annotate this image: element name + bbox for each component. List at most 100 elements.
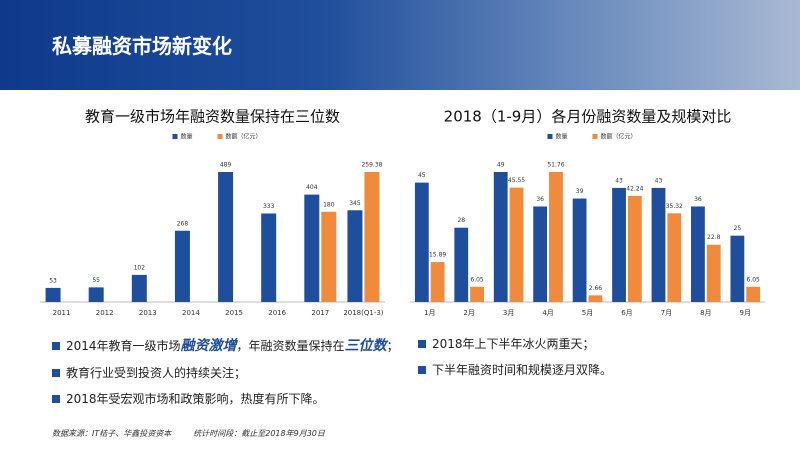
footer: 数据来源：IT桔子、华鑫投资资本 统计时间段：截止至2018年9月30日 (52, 428, 347, 439)
value-label: 404 (306, 184, 318, 191)
value-label: 43 (615, 177, 623, 184)
value-label: 489 (220, 162, 232, 169)
bar (430, 262, 445, 302)
value-label: 180 (323, 201, 335, 208)
bullet-text: ； (386, 339, 399, 353)
bullet-text: 2018年上下半年冰火两重天； (432, 337, 595, 351)
value-label: 53 (49, 277, 57, 284)
value-label: 6.05 (747, 276, 761, 283)
value-label: 22.8 (707, 234, 721, 241)
bar (88, 287, 104, 302)
legend-swatch (217, 134, 223, 139)
value-label: 55 (92, 277, 100, 284)
notes-left: 2014年教育一级市场融资激增，年融资数量保持在三位数； 教育行业受到投资人的持续… (52, 335, 399, 416)
bar (706, 244, 721, 302)
bullet-text: 三位数 (344, 338, 387, 354)
x-tick-label: 6月 (621, 309, 632, 317)
bar (612, 187, 626, 302)
value-label: 45.55 (508, 177, 525, 184)
bullet: 下半年融资时间和规模逐月双降。 (418, 361, 612, 378)
bar (572, 198, 587, 302)
bar (454, 227, 469, 302)
bar (627, 195, 642, 302)
bar (131, 274, 147, 302)
bar (588, 295, 603, 302)
bar (261, 213, 277, 302)
x-tick-label: 5月 (582, 309, 593, 317)
x-tick-label: 2月 (463, 309, 474, 317)
legend-swatch (592, 134, 598, 139)
bullet-text: 2018年受宏观市场和政策影响，热度有所下降。 (66, 392, 325, 406)
period: 统计时间段：截止至2018年9月30日 (193, 429, 325, 438)
x-tick-label: 2014 (182, 309, 200, 317)
bullet-text: 融资激增 (180, 338, 237, 354)
value-label: 42.24 (626, 185, 643, 192)
value-label: 345 (349, 200, 361, 207)
value-label: 39 (576, 188, 584, 195)
x-tick-label: 2015 (225, 309, 243, 317)
bullet: 2018年上下半年冰火两重天； (418, 335, 612, 352)
bar (667, 213, 682, 302)
bar (218, 172, 234, 302)
x-tick-label: 8月 (700, 309, 711, 317)
legend-label: 数量 (181, 133, 193, 141)
bar (651, 187, 666, 302)
slide-title: 私募融资市场新变化 (52, 34, 232, 58)
bar (45, 287, 61, 302)
value-label: 49 (497, 162, 505, 169)
x-tick-label: 2018(Q1-3) (343, 309, 383, 317)
notes-right: 2018年上下半年冰火两重天； 下半年融资时间和规模逐月双降。 (418, 335, 612, 387)
x-tick-label: 2017 (311, 309, 329, 317)
bar (691, 206, 705, 302)
bullet-text: 下半年融资时间和规模逐月双降。 (432, 363, 613, 377)
value-label: 28 (457, 217, 465, 224)
bullet-text: 教育行业受到投资人的持续关注； (66, 366, 247, 380)
bar (174, 230, 190, 302)
value-label: 333 (263, 203, 275, 210)
x-tick-label: 1月 (424, 309, 435, 317)
value-label: 6.05 (470, 276, 484, 283)
legend-label: 数量 (556, 133, 568, 141)
legend-swatch (172, 134, 178, 139)
bar (746, 286, 761, 302)
x-tick-label: 4月 (542, 309, 553, 317)
x-tick-label: 2011 (53, 309, 71, 317)
bar (414, 182, 429, 302)
bar (549, 172, 563, 302)
value-label: 268 (177, 220, 189, 227)
x-tick-label: 2013 (139, 309, 157, 317)
value-label: 2.66 (589, 285, 603, 292)
value-label: 15.89 (429, 252, 446, 259)
x-tick-label: 9月 (740, 309, 751, 317)
x-tick-label: 7月 (661, 309, 672, 317)
chart-title: 2018（1-9月）各月份融资数量及规模对比 (444, 108, 732, 126)
source: 数据来源：IT桔子、华鑫投资资本 (52, 429, 172, 438)
x-tick-label: 2016 (268, 309, 286, 317)
bullet: 2014年教育一级市场融资激增，年融资数量保持在三位数； (52, 335, 399, 355)
banner: 私募融资市场新变化 (0, 0, 800, 90)
value-label: 259.38 (361, 162, 382, 169)
bullet-text: 2014年教育一级市场 (66, 339, 181, 353)
value-label: 51.76 (547, 162, 564, 169)
bar (304, 194, 320, 302)
bar (321, 211, 337, 302)
bar (493, 172, 508, 302)
x-tick-label: 3月 (503, 309, 514, 317)
bar (364, 172, 380, 302)
value-label: 45 (418, 172, 426, 179)
bullet-text: ，年融资数量保持在 (236, 339, 345, 353)
legend-label: 数额（亿元） (601, 133, 637, 141)
bullet: 2018年受宏观市场和政策影响，热度有所下降。 (52, 390, 399, 407)
bar (509, 187, 524, 302)
bar (347, 210, 363, 302)
bar (470, 286, 484, 302)
value-label: 36 (536, 196, 544, 203)
value-label: 25 (734, 225, 742, 232)
chart-title: 教育一级市场年融资数量保持在三位数 (85, 108, 340, 126)
legend-swatch (547, 134, 553, 139)
value-label: 35.32 (666, 203, 683, 210)
value-label: 102 (134, 264, 146, 271)
bar (730, 235, 745, 302)
